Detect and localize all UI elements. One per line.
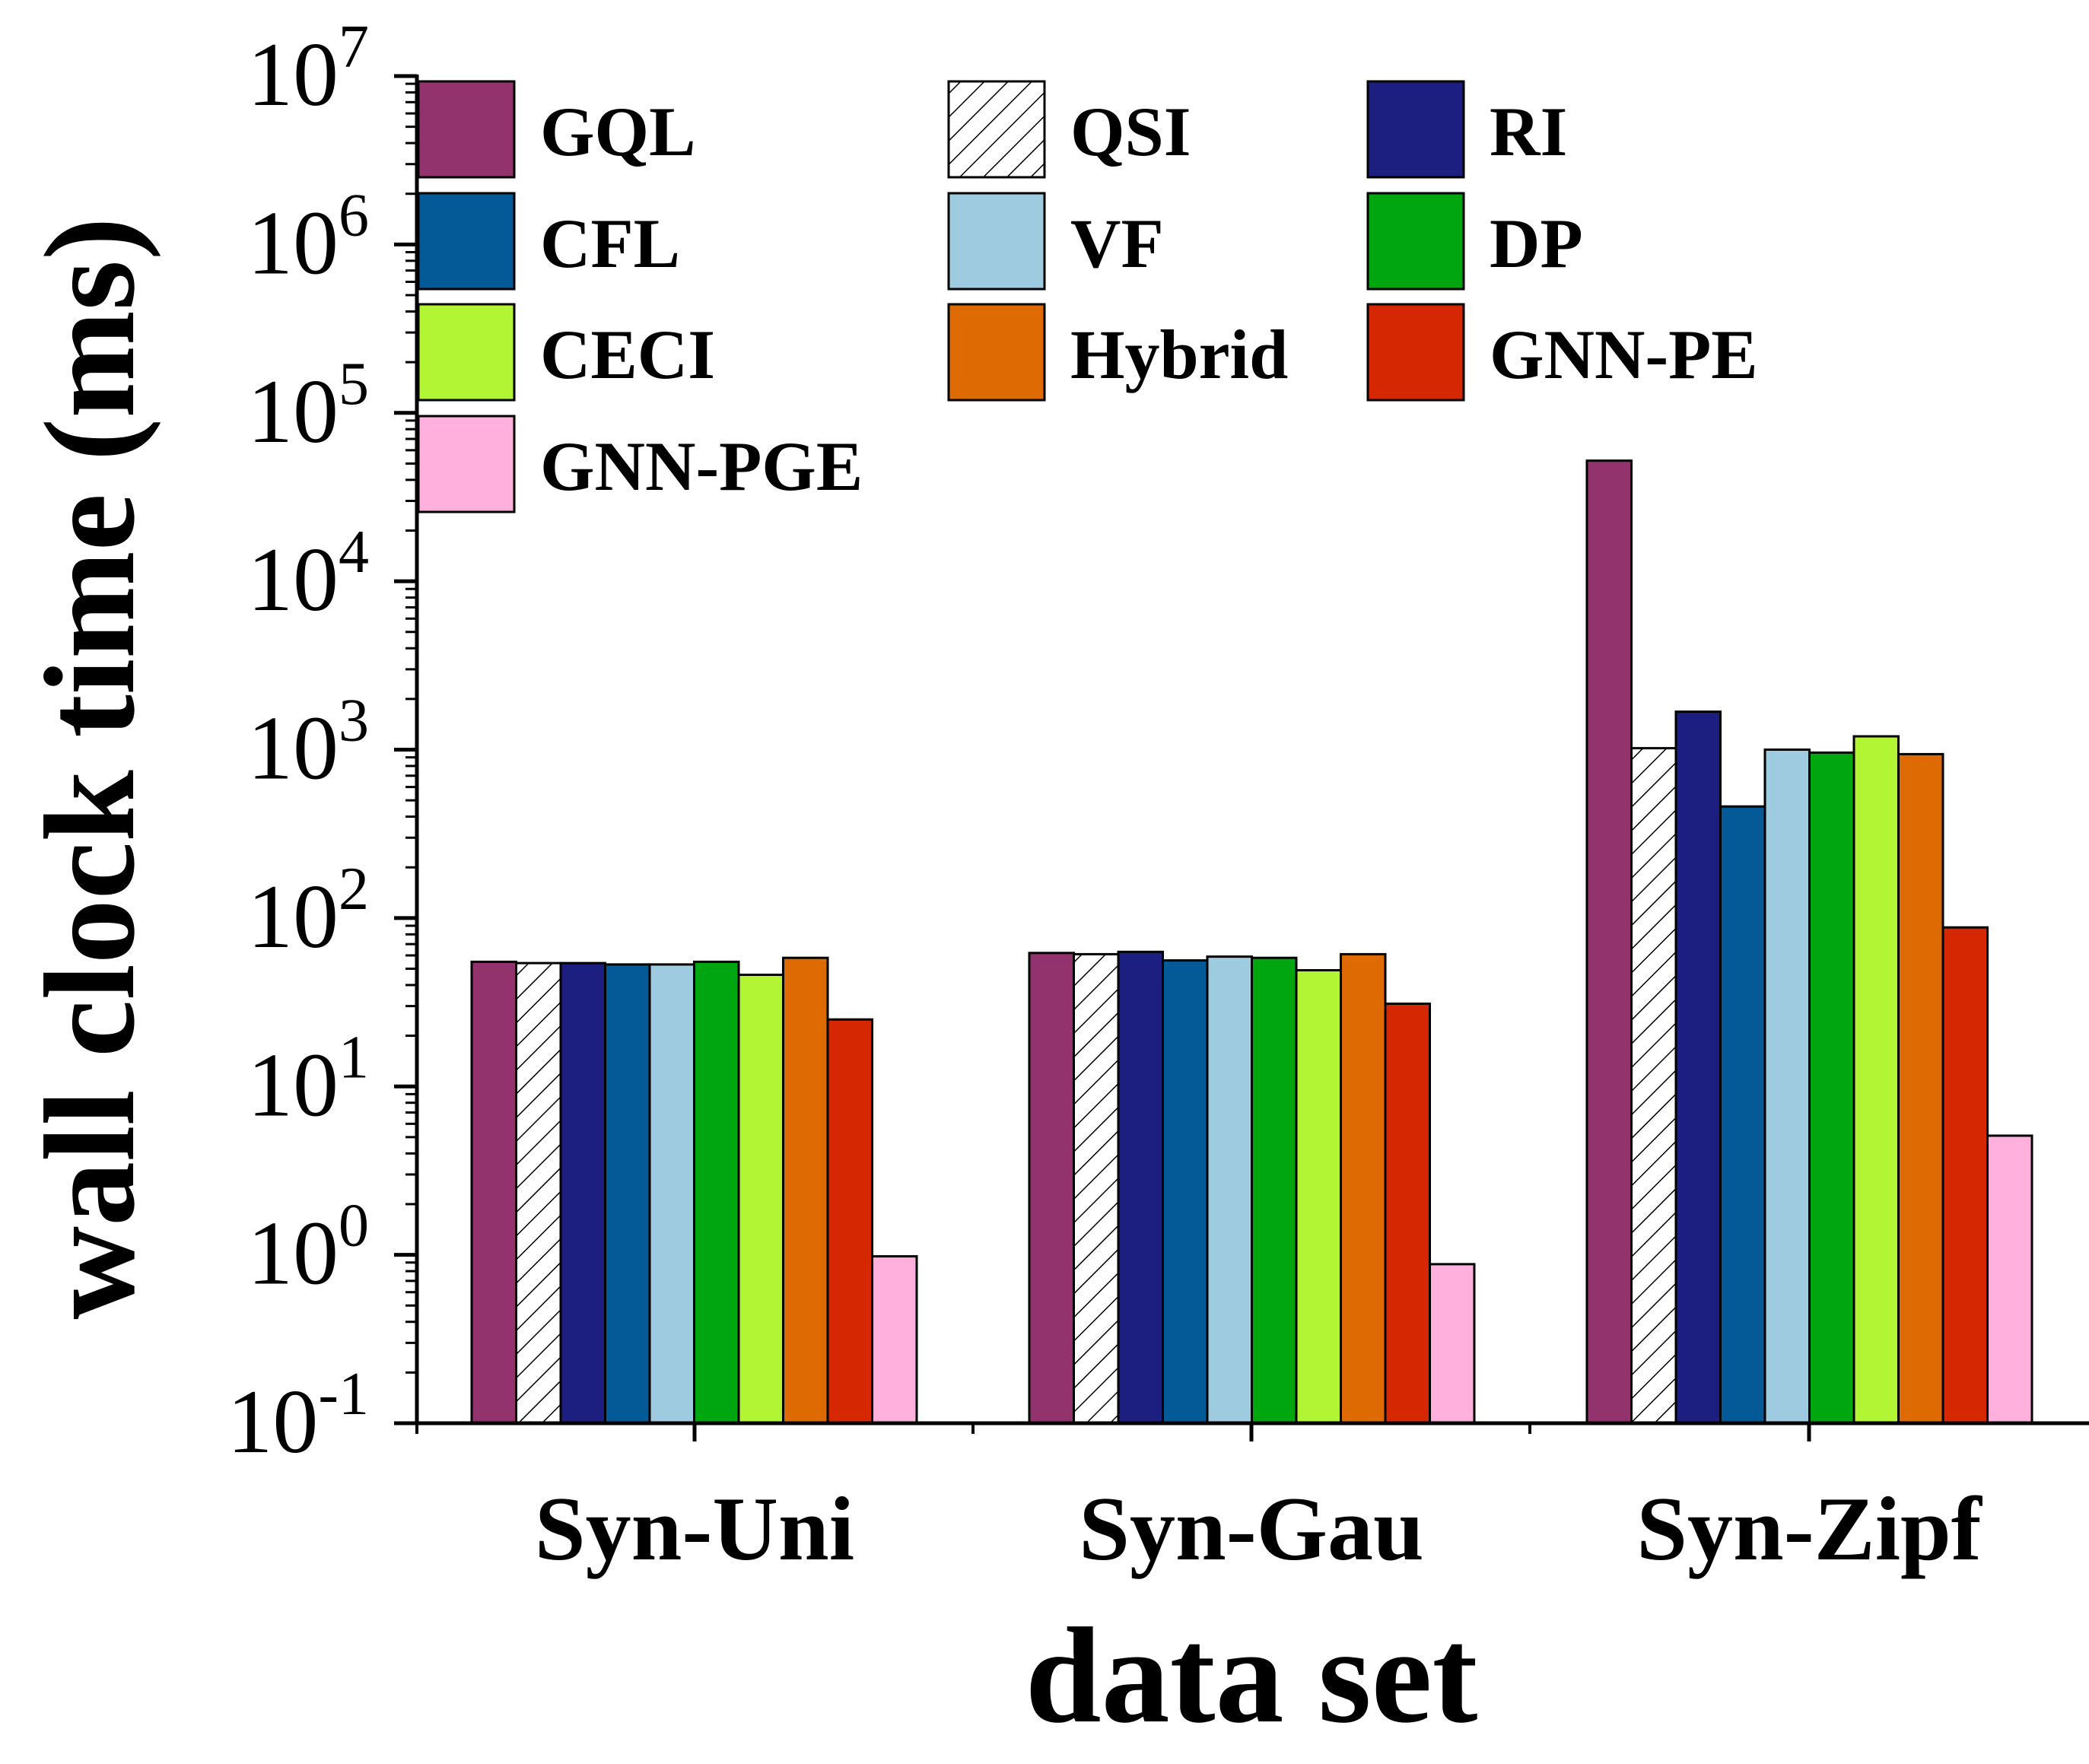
legend-label-gnn-pe: GNN-PE	[1490, 316, 1758, 393]
legend-swatch-ri	[1366, 80, 1465, 179]
legend-swatch-ceci	[417, 303, 516, 402]
legend-item-ri: RI	[1366, 80, 1567, 179]
bar-gql-syn-gau	[1028, 952, 1075, 1425]
legend-swatch-dp	[1366, 192, 1465, 291]
bar-dp-syn-zipf	[1808, 751, 1855, 1425]
legend-item-ceci: CECI	[417, 303, 715, 402]
x-tick-label-syn-gau: Syn-Gau	[1079, 1478, 1424, 1579]
bars-group	[470, 459, 2033, 1425]
legend: GQL QSI RI CFL VF DP CECI Hybrid GNN-PE GNN-PGE	[417, 80, 1758, 513]
legend-swatch-gnn-pge	[417, 415, 516, 513]
x-tick-label-syn-zipf: Syn-Zipf	[1636, 1478, 1983, 1579]
y-tick-label: 106	[247, 182, 369, 293]
legend-swatch-qsi	[947, 80, 1046, 179]
bar-ceci-syn-zipf	[1852, 735, 1900, 1425]
bar-ri-syn-gau	[1117, 950, 1164, 1425]
bar-gnn-pe-syn-gau	[1384, 1003, 1431, 1425]
legend-label-gql: GQL	[540, 93, 695, 170]
axes-group	[394, 74, 2089, 1441]
legend-item-gnn-pge: GNN-PGE	[417, 415, 863, 513]
bar-gnn-pge-syn-gau	[1429, 1263, 1476, 1425]
bar-ceci-syn-uni	[737, 974, 784, 1425]
bar-cfl-syn-uni	[604, 963, 651, 1425]
bar-dp-syn-uni	[693, 960, 740, 1425]
legend-label-ri: RI	[1490, 93, 1567, 170]
bar-hybrid-syn-uni	[782, 956, 829, 1425]
legend-label-qsi: QSI	[1070, 93, 1191, 170]
legend-label-dp: DP	[1490, 205, 1583, 282]
legend-item-gnn-pe: GNN-PE	[1366, 303, 1758, 402]
legend-swatch-gnn-pe	[1366, 303, 1465, 402]
legend-label-cfl: CFL	[540, 205, 680, 282]
y-tick-label: 102	[247, 856, 369, 967]
bar-vf-syn-uni	[648, 963, 695, 1425]
y-tick-label: 103	[247, 688, 369, 799]
y-tick-labels: 10-1 100 101 102 103 104 105 106 107	[227, 14, 369, 1472]
bar-gql-syn-uni	[470, 960, 517, 1425]
legend-swatch-cfl	[417, 192, 516, 291]
legend-swatch-vf	[947, 192, 1046, 291]
legend-label-gnn-pge: GNN-PGE	[540, 427, 863, 505]
legend-label-ceci: CECI	[540, 316, 715, 393]
bar-qsi-syn-uni	[515, 961, 562, 1425]
legend-swatch-hybrid	[947, 303, 1046, 402]
legend-label-hybrid: Hybrid	[1070, 316, 1288, 393]
y-tick-label: 105	[247, 351, 369, 462]
bar-gnn-pge-syn-zipf	[1986, 1134, 2033, 1425]
bar-gnn-pe-syn-zipf	[1941, 926, 1989, 1425]
legend-label-vf: VF	[1070, 205, 1164, 282]
bar-gnn-pge-syn-uni	[871, 1255, 918, 1425]
y-tick-label: 100	[247, 1193, 369, 1304]
y-tick-label: 104	[247, 519, 369, 630]
bar-vf-syn-zipf	[1763, 749, 1811, 1425]
bar-qsi-syn-zipf	[1630, 747, 1677, 1425]
bar-dp-syn-gau	[1251, 956, 1298, 1425]
legend-item-hybrid: Hybrid	[947, 303, 1288, 402]
bar-ri-syn-uni	[559, 961, 606, 1425]
bar-vf-syn-gau	[1206, 955, 1253, 1425]
y-axis-title: wall clock time (ms)	[18, 217, 161, 1319]
bar-gql-syn-zipf	[1585, 459, 1633, 1425]
legend-item-vf: VF	[947, 192, 1164, 291]
legend-item-qsi: QSI	[947, 80, 1191, 179]
legend-item-cfl: CFL	[417, 192, 680, 291]
bar-cfl-syn-gau	[1162, 959, 1209, 1425]
y-tick-label: 10-1	[227, 1361, 369, 1472]
bar-ri-syn-zipf	[1674, 710, 1722, 1425]
bar-cfl-syn-zipf	[1719, 805, 1766, 1425]
x-tick-label-syn-uni: Syn-Uni	[535, 1478, 854, 1579]
bar-hybrid-syn-gau	[1340, 952, 1387, 1425]
legend-item-dp: DP	[1366, 192, 1583, 291]
bar-gnn-pe-syn-uni	[826, 1018, 873, 1425]
y-tick-label: 101	[247, 1024, 369, 1135]
x-axis-title: data set	[1025, 1600, 1478, 1751]
legend-swatch-gql	[417, 80, 516, 179]
bar-hybrid-syn-zipf	[1897, 752, 1944, 1425]
bar-ceci-syn-gau	[1295, 969, 1342, 1425]
legend-item-gql: GQL	[417, 80, 695, 179]
y-tick-label: 107	[247, 14, 369, 125]
x-category-labels: Syn-Uni Syn-Gau Syn-Zipf	[535, 1478, 1983, 1579]
bar-qsi-syn-gau	[1073, 952, 1120, 1425]
